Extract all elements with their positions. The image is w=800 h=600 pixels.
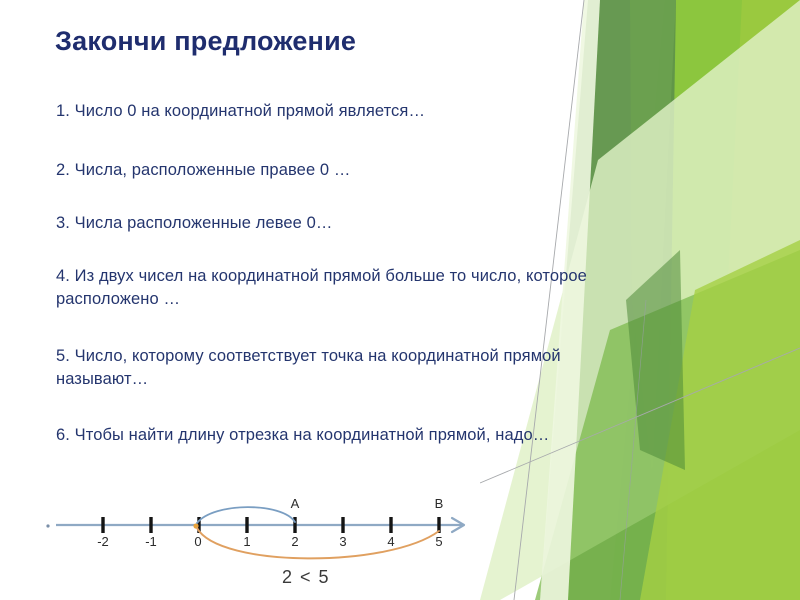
- decor-shape-lime-right: [675, 0, 800, 600]
- tick-label-3: 3: [339, 534, 346, 549]
- tick-label-0: 0: [194, 534, 201, 549]
- slide-content: Закончи предложение 1. Число 0 на коорди…: [44, 26, 587, 594]
- question-item-3: 3. Числа расположенные левее 0…: [56, 214, 333, 232]
- tick-label--1: -1: [145, 534, 157, 549]
- arc-zero-to-A: [196, 506, 296, 524]
- question-item-5: 5. Число, которому соответствует точка н…: [56, 347, 561, 388]
- question-item-4: 4. Из двух чисел на координатной прямой …: [56, 267, 587, 308]
- decor-shape-mid-green: [630, 0, 676, 470]
- tick-label-5: 5: [435, 534, 442, 549]
- tick-label-1: 1: [243, 534, 250, 549]
- tick-label-2: 2: [291, 534, 298, 549]
- decor-shape-dark-accent: [626, 250, 685, 470]
- decor-shape-lime-overlay: [640, 240, 800, 600]
- stray-dot: [46, 524, 50, 528]
- decor-hairline-diagonal-3: [619, 299, 647, 600]
- arc-zero-to-B: [196, 527, 440, 560]
- page-title: Закончи предложение: [55, 26, 357, 56]
- question-item-2: 2. Числа, расположенные правее 0 …: [56, 161, 351, 179]
- number-line-diagram: -2 -1 0 1 2 3 4 5 A B 2 < 5: [44, 486, 484, 594]
- point-label-A: A: [291, 496, 300, 511]
- question-item-1: 1. Число 0 на координатной прямой являет…: [56, 102, 426, 120]
- point-label-B: B: [435, 496, 444, 511]
- axis-arrow-icon: [450, 516, 466, 534]
- inequality-caption: 2 < 5: [282, 567, 330, 587]
- tick-label--2: -2: [97, 534, 109, 549]
- decor-shape-bright-green: [610, 0, 742, 600]
- tick-label-4: 4: [387, 534, 394, 549]
- question-item-6: 6. Чтобы найти длину отрезка на координа…: [56, 426, 550, 444]
